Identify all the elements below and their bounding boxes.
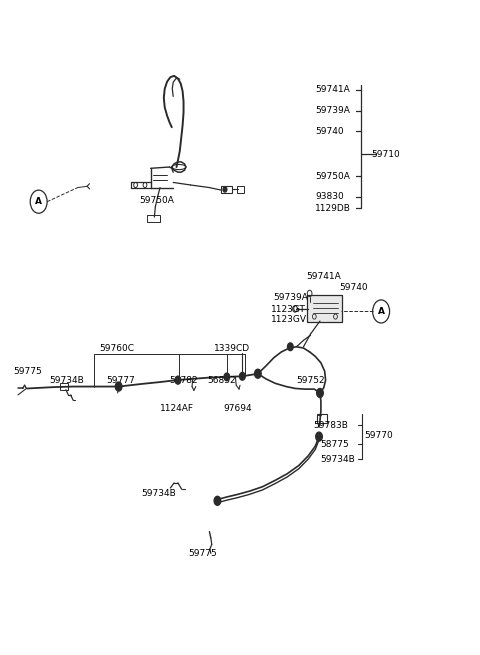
Text: 59740: 59740 (315, 126, 344, 136)
Text: 1123GT: 1123GT (271, 305, 305, 314)
Text: 59760C: 59760C (99, 343, 134, 352)
Text: 93830: 93830 (315, 192, 344, 201)
Text: 1123GV: 1123GV (271, 315, 307, 324)
Text: 59783B: 59783B (313, 421, 348, 430)
Text: 1339CD: 1339CD (214, 343, 250, 352)
Circle shape (240, 373, 245, 380)
Circle shape (240, 373, 245, 379)
Text: 59740: 59740 (339, 283, 367, 292)
Circle shape (288, 343, 293, 350)
Text: 59750A: 59750A (139, 196, 174, 205)
Text: 97694: 97694 (224, 404, 252, 413)
Text: A: A (378, 307, 384, 316)
Text: 59734B: 59734B (320, 455, 355, 464)
Text: 1124AF: 1124AF (160, 404, 194, 413)
Text: 1129DB: 1129DB (315, 204, 351, 213)
Text: 56832: 56832 (207, 375, 236, 384)
Circle shape (224, 373, 229, 381)
Circle shape (115, 382, 122, 391)
FancyBboxPatch shape (237, 186, 244, 193)
Circle shape (214, 496, 221, 505)
Text: 59739A: 59739A (273, 293, 308, 302)
FancyBboxPatch shape (60, 383, 68, 390)
FancyBboxPatch shape (307, 295, 342, 322)
Text: 59741A: 59741A (306, 272, 341, 280)
Text: 59775: 59775 (13, 367, 42, 376)
Text: 59750A: 59750A (315, 172, 350, 181)
Text: 59752: 59752 (297, 375, 325, 384)
Text: 59770: 59770 (365, 431, 394, 440)
Text: 59775: 59775 (188, 549, 217, 558)
Text: 59741A: 59741A (315, 86, 350, 94)
FancyBboxPatch shape (221, 185, 232, 193)
Text: 59710: 59710 (372, 150, 400, 159)
Text: 59777: 59777 (106, 375, 135, 384)
Text: 59734B: 59734B (141, 489, 176, 498)
FancyBboxPatch shape (147, 215, 159, 222)
Text: 59734B: 59734B (49, 375, 84, 384)
Text: 59782: 59782 (169, 375, 198, 384)
Text: 58775: 58775 (320, 440, 348, 449)
FancyBboxPatch shape (317, 414, 327, 423)
Circle shape (223, 187, 227, 192)
Circle shape (316, 432, 323, 441)
Text: A: A (35, 197, 42, 206)
Circle shape (317, 388, 323, 398)
Circle shape (254, 369, 261, 378)
Text: 59739A: 59739A (315, 106, 350, 115)
Circle shape (175, 376, 181, 384)
